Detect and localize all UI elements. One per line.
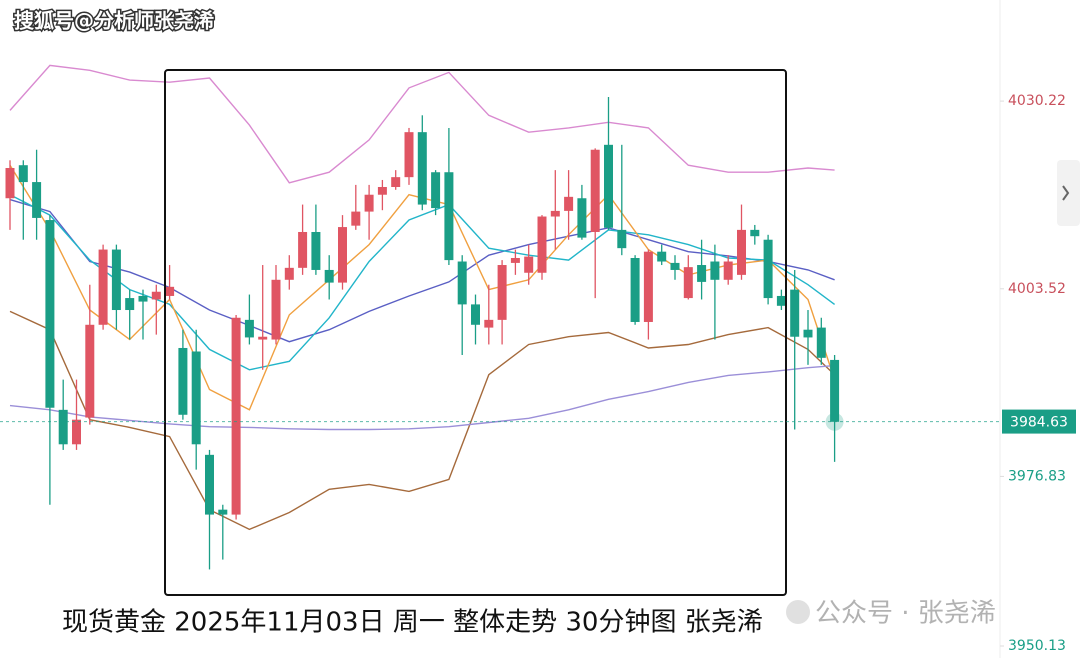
last-price-label: 3984.63 [1010, 415, 1068, 431]
candle-body [404, 132, 414, 178]
candle-body [816, 327, 826, 358]
indicator-line [9, 198, 835, 343]
candle-body [151, 291, 161, 300]
candle-body [630, 257, 640, 322]
candle-body [790, 289, 800, 337]
candle-body [737, 229, 746, 275]
candle-body [697, 265, 707, 282]
candle-body [351, 211, 361, 226]
candle-body [364, 194, 374, 212]
indicator-line [9, 64, 835, 184]
watermark-icon [786, 600, 810, 624]
price-axis: 4030.22 4003.52 3976.83 3950.13 3984.63 [0, 93, 1076, 654]
y-tick-label: 4003.52 [1008, 281, 1066, 297]
candle-body [750, 229, 760, 237]
candle-body [178, 347, 188, 415]
candle-body [231, 317, 241, 515]
candle-body [763, 239, 773, 299]
chevron-icon[interactable] [1062, 185, 1070, 201]
candle-body [537, 216, 547, 273]
candle-body [98, 249, 108, 325]
candle-body [191, 351, 201, 445]
candle-body [32, 182, 42, 218]
candle-body [324, 269, 334, 283]
candle-body [564, 196, 574, 211]
candle-body [577, 198, 587, 238]
candle-body [550, 210, 560, 217]
candle-body [5, 168, 15, 199]
candle-body [444, 172, 454, 261]
candle-body [258, 336, 268, 340]
candle-body [776, 295, 786, 306]
candle-body [471, 304, 480, 325]
candle-body [311, 231, 321, 270]
candle-body [417, 132, 427, 205]
candle-body [284, 267, 294, 280]
candle-body [590, 149, 600, 232]
candle-body [18, 165, 28, 183]
candle-body [338, 227, 347, 283]
candle-body [604, 144, 613, 228]
candle-body [830, 359, 840, 422]
indicator-line [9, 164, 836, 411]
candle-body [457, 261, 467, 305]
watermark: 搜狐号@分析师张尧浠 [14, 9, 214, 33]
indicator-line [9, 364, 835, 431]
candle-body [510, 257, 520, 263]
candle-body [723, 261, 733, 280]
candle-body [298, 231, 308, 268]
candle-body [271, 279, 281, 340]
candle-body [391, 177, 401, 187]
indicator-layer [9, 64, 836, 531]
candle-body [58, 409, 68, 445]
candle-body [165, 286, 175, 296]
y-tick-label: 4030.22 [1008, 93, 1066, 109]
candle-body [710, 261, 720, 280]
watermark-2: 公众号 · 张尧浠 [815, 599, 996, 629]
candle-body [72, 419, 81, 445]
candle-body [497, 265, 507, 320]
last-price-box [1002, 409, 1076, 434]
indicator-line [9, 310, 836, 531]
candle-layer [5, 97, 844, 570]
candle-body [85, 324, 95, 418]
candle-body [377, 186, 387, 195]
y-tick-label: 3950.13 [1008, 638, 1066, 654]
indicator-line [9, 194, 836, 371]
candle-body [111, 249, 121, 311]
candle-body [524, 256, 534, 273]
candle-body [125, 298, 135, 311]
candle-body [617, 229, 627, 249]
candle-body [670, 262, 680, 270]
candle-body [484, 319, 494, 328]
candle-body [657, 251, 667, 262]
candle-body [803, 329, 813, 338]
candle-body [138, 295, 148, 302]
candle-body [218, 509, 228, 515]
candle-body [683, 267, 693, 299]
candle-body [45, 220, 55, 408]
candle-body [244, 319, 254, 338]
caption: 现货黄金 2025年11月03日 周一 整体走势 30分钟图 张尧浠 [62, 608, 763, 638]
highlight-box [164, 69, 787, 596]
y-tick-label: 3976.83 [1008, 468, 1066, 484]
caption-bg [55, 600, 885, 644]
candle-body [643, 251, 653, 322]
candle-body [431, 172, 441, 209]
candle-body [205, 454, 214, 515]
